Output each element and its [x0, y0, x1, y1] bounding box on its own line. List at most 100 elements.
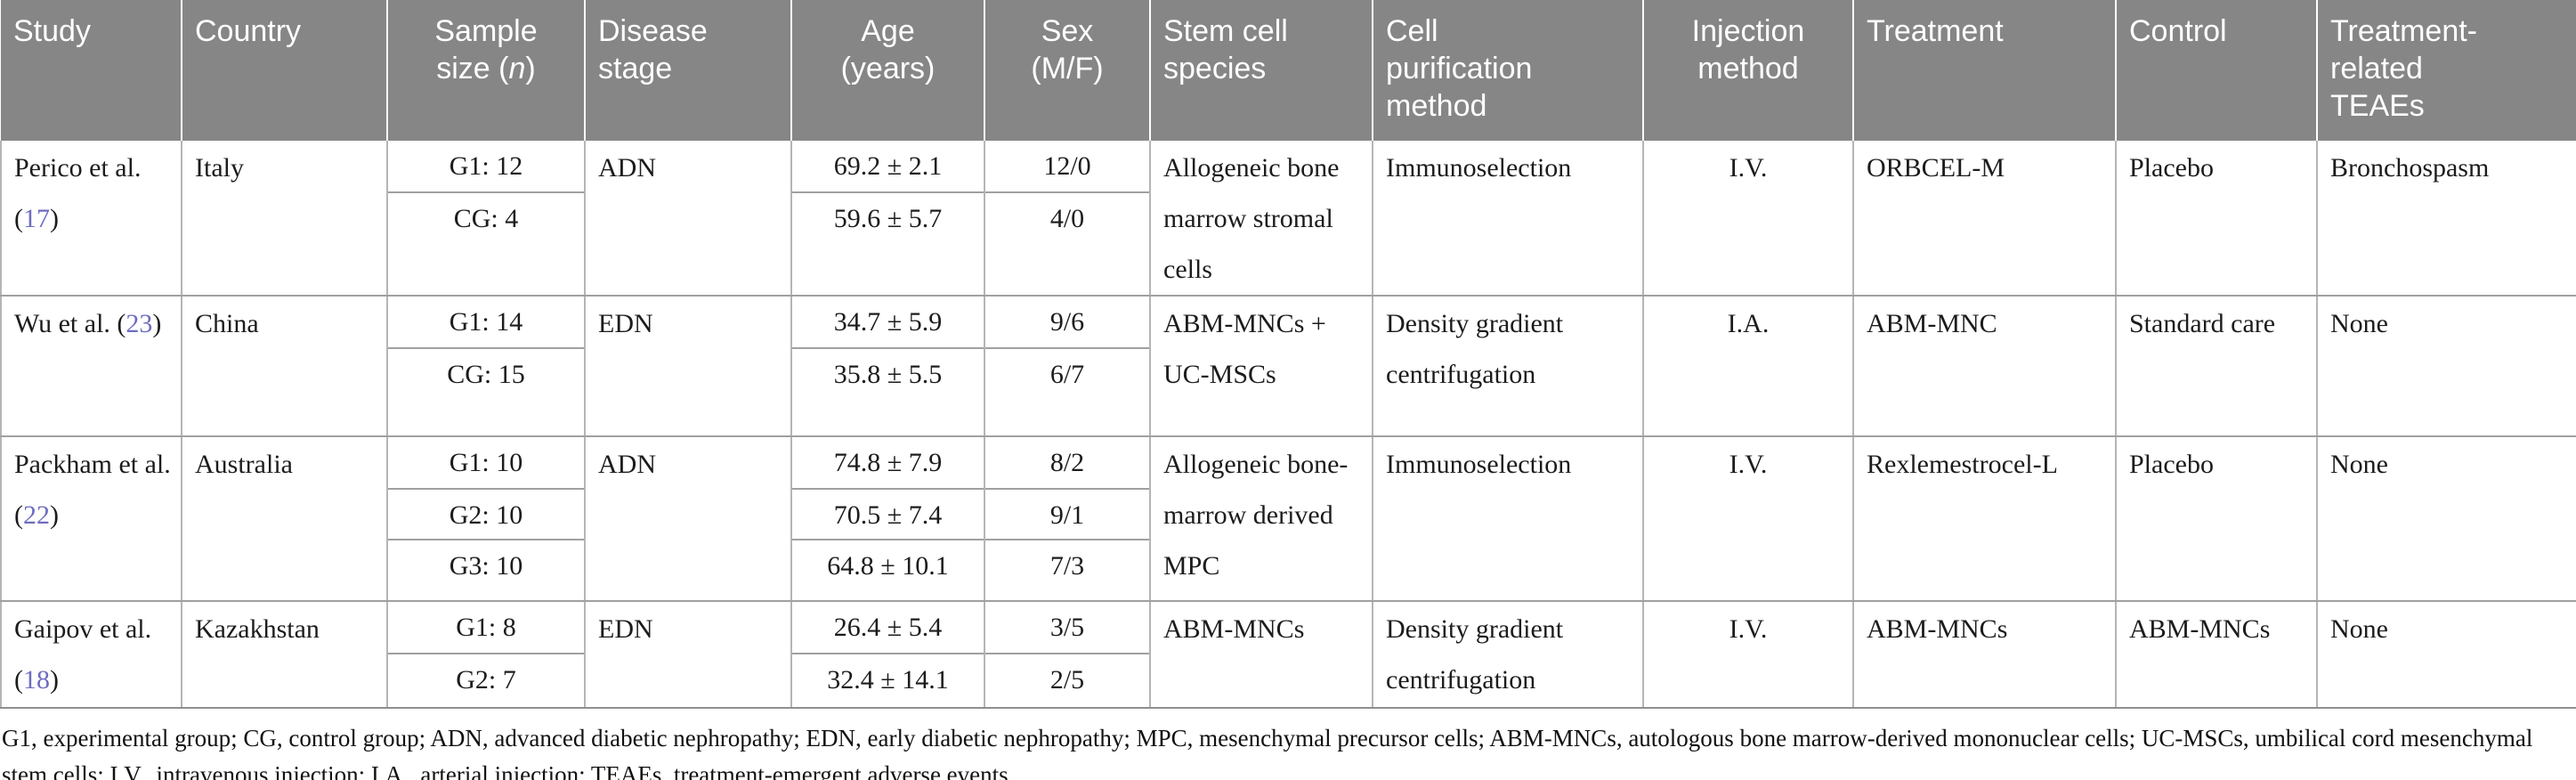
subcell-age: 74.8 ± 7.9 [833, 448, 943, 477]
cell-injection: I.V. [1642, 141, 1854, 297]
subcell-age: 69.2 ± 2.1 [833, 151, 943, 181]
cell-country: Australia [181, 436, 388, 602]
header-injection: Injection method [1642, 0, 1853, 141]
subcell-group: G1: 8 [456, 613, 516, 642]
table-row: Gaipov et al. (18) Kazakhstan G1: 8 G2: … [0, 601, 2576, 709]
subcell-group: G1: 14 [449, 307, 523, 337]
subcell-sex: 7/3 [986, 539, 1148, 589]
cell-purification: Density gradient centrifugation [1372, 296, 1644, 437]
cell-control: Placebo [2115, 141, 2318, 297]
table-row: Packham et al. (22) Australia G1: 10 G2:… [0, 436, 2576, 602]
header-disease-stage: Disease stage [584, 0, 791, 141]
citation: (17) [14, 204, 59, 233]
citation-link[interactable]: 22 [23, 500, 50, 530]
header-age: Age (years) [790, 0, 984, 141]
study-name: Perico et al. [14, 153, 142, 183]
subcell-group: G2: 7 [389, 653, 583, 703]
subcell-sex: 9/1 [986, 488, 1148, 539]
table-row: Wu et al. (23) China G1: 14 CG: 15 EDN 3… [0, 296, 2576, 437]
study-name: Wu et al. [14, 309, 110, 338]
cell-disease-stage: ADN [584, 141, 792, 297]
header-sex-label: Sex (M/F) [1031, 14, 1104, 85]
header-sample-size-label: Sample size (n) [434, 14, 538, 85]
cell-teaes: Bronchospasm [2316, 141, 2576, 297]
subcell-group: G2: 10 [389, 488, 583, 539]
cell-sample-size: G1: 10 G2: 10 G3: 10 [386, 436, 586, 602]
cell-sex: 8/2 9/1 7/3 [984, 436, 1151, 602]
header-injection-label: Injection method [1691, 14, 1805, 85]
header-treatment-label: Treatment [1867, 14, 2004, 48]
cell-control: Placebo [2115, 436, 2318, 602]
cell-treatment: Rexlemestrocel-L [1852, 436, 2117, 602]
citation-link[interactable]: 23 [126, 309, 153, 338]
cell-species: Allogeneic bone marrow stromal cells [1149, 141, 1373, 297]
subcell-age: 32.4 ± 14.1 [793, 653, 983, 703]
subcell-age: 26.4 ± 5.4 [833, 613, 943, 642]
cell-study: Gaipov et al. (18) [0, 601, 182, 709]
subcell-group: G3: 10 [389, 539, 583, 589]
cell-treatment: ABM-MNC [1852, 296, 2117, 437]
subcell-sex: 3/5 [1049, 613, 1085, 642]
cell-age: 26.4 ± 5.4 32.4 ± 14.1 [790, 601, 985, 709]
cell-species: Allogeneic bone-marrow derived MPC [1149, 436, 1373, 602]
cell-treatment: ORBCEL-M [1852, 141, 2117, 297]
citation-link[interactable]: 17 [23, 204, 50, 233]
studies-table: Study Country Sample size (n) Disease st… [0, 0, 2576, 709]
subcell-group: CG: 15 [389, 347, 583, 398]
cell-disease-stage: EDN [584, 601, 792, 709]
table-row: Perico et al. (17) Italy G1: 12 CG: 4 AD… [0, 141, 2576, 297]
subcell-sex: 6/7 [986, 347, 1148, 398]
header-purification: Cell purification method [1372, 0, 1643, 141]
subcell-sex: 8/2 [1049, 448, 1085, 477]
header-disease-stage-label: Disease stage [598, 14, 708, 85]
cell-sex: 3/5 2/5 [984, 601, 1151, 709]
cell-study: Perico et al. (17) [0, 141, 182, 297]
cell-species: ABM-MNCs + UC-MSCs [1149, 296, 1373, 437]
cell-age: 69.2 ± 2.1 59.6 ± 5.7 [790, 141, 985, 297]
header-study: Study [1, 0, 182, 141]
subcell-group: G1: 10 [449, 448, 523, 477]
cell-sex: 12/0 4/0 [984, 141, 1151, 297]
cell-sample-size: G1: 14 CG: 15 [386, 296, 586, 437]
header-teaes-label: Treatment-related TEAEs [2330, 14, 2478, 123]
header-age-label: Age (years) [840, 14, 936, 85]
header-control-label: Control [2129, 14, 2227, 48]
cell-disease-stage: ADN [584, 436, 792, 602]
subcell-age: 70.5 ± 7.4 [793, 488, 983, 539]
header-sample-size: Sample size (n) [386, 0, 585, 141]
study-name: Gaipov et al. [14, 614, 152, 644]
subcell-group: G1: 12 [449, 151, 523, 181]
cell-study: Wu et al. (23) [0, 296, 182, 437]
cell-country: Italy [181, 141, 388, 297]
subcell-sex: 4/0 [986, 191, 1148, 242]
header-treatment: Treatment [1852, 0, 2116, 141]
cell-injection: I.V. [1642, 436, 1854, 602]
cell-control: ABM-MNCs [2115, 601, 2318, 709]
subcell-age: 34.7 ± 5.9 [833, 307, 943, 337]
cell-purification: Immunoselection [1372, 436, 1644, 602]
cell-teaes: None [2316, 601, 2576, 709]
cell-age: 74.8 ± 7.9 70.5 ± 7.4 64.8 ± 10.1 [790, 436, 985, 602]
header-purification-label: Cell purification method [1386, 14, 1533, 123]
table-header-row: Study Country Sample size (n) Disease st… [1, 0, 2576, 141]
subcell-age: 59.6 ± 5.7 [793, 191, 983, 242]
cell-sample-size: G1: 8 G2: 7 [386, 601, 586, 709]
cell-control: Standard care [2115, 296, 2318, 437]
cell-species: ABM-MNCs [1149, 601, 1373, 709]
cell-disease-stage: EDN [584, 296, 792, 437]
subcell-age: 35.8 ± 5.5 [793, 347, 983, 398]
citation-link[interactable]: 18 [23, 665, 50, 695]
subcell-sex: 12/0 [1043, 151, 1091, 181]
subcell-group: CG: 4 [389, 191, 583, 242]
cell-country: Kazakhstan [181, 601, 388, 709]
header-species: Stem cell species [1149, 0, 1373, 141]
subcell-sex: 9/6 [1049, 307, 1085, 337]
header-country-label: Country [195, 14, 302, 48]
cell-sex: 9/6 6/7 [984, 296, 1151, 437]
cell-injection: I.A. [1642, 296, 1854, 437]
citation: (23) [117, 309, 162, 338]
study-name: Packham et al. [14, 450, 171, 479]
cell-injection: I.V. [1642, 601, 1854, 709]
header-sex: Sex (M/F) [984, 0, 1150, 141]
subcell-sex: 2/5 [986, 653, 1148, 703]
